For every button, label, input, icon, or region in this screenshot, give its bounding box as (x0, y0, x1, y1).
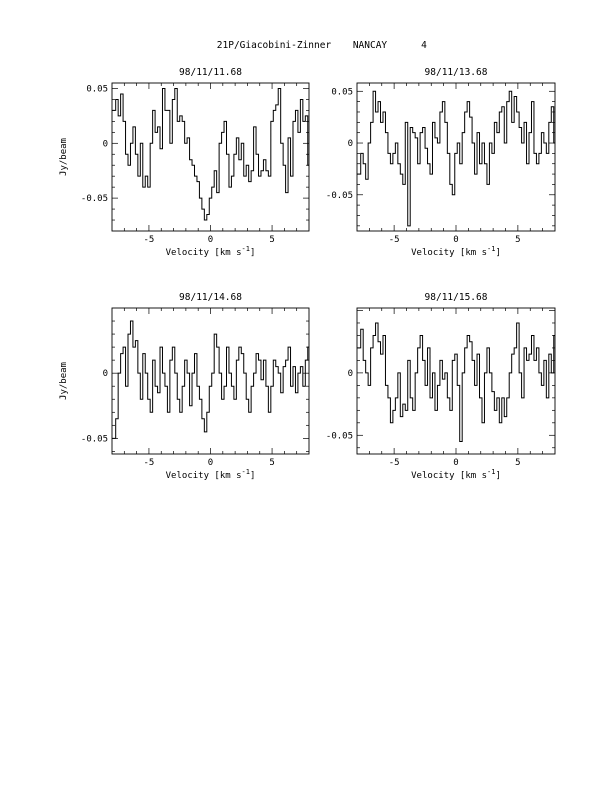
spectrum-panel-3: -5 0 5 0 -0.05 98/11/14.68 Velocity [km s-1] Jy… (59, 292, 310, 481)
x-axis-label: Velocity [km s-1] (411, 468, 501, 481)
spectrum-line (357, 322, 555, 443)
y-tick-label: -0.05 (326, 191, 353, 201)
x-axis-label: Velocity [km s-1] (411, 245, 501, 258)
y-tick-label: 0 (348, 369, 353, 379)
y-axis-label: Jy/beam (59, 362, 69, 400)
x-tick-label: -5 (144, 458, 155, 468)
x-axis-label: Velocity [km s-1] (166, 245, 256, 258)
spectrum-panel-1: -5 0 5 0.05 0 -0.05 98/11/11.68 Velocity [km s-… (59, 67, 310, 258)
spectrum-line (112, 87, 309, 221)
x-axis-label: Velocity [km s-1] (166, 468, 256, 481)
x-tick-label: -5 (389, 235, 400, 245)
x-tick-label: 5 (269, 235, 274, 245)
x-tick-label: 0 (208, 458, 213, 468)
figure-title-site: NANCAY (353, 40, 388, 51)
plot-frame (356, 307, 556, 455)
y-tick-label: 0.05 (86, 84, 108, 94)
panels-group: -5 0 5 0.05 0 -0.05 98/11/11.68 Velocity [km s-… (59, 67, 556, 481)
figure-title-object: 21P/Giacobini-Zinner (217, 40, 332, 51)
y-tick-label: 0 (103, 139, 108, 149)
y-tick-label: 0.05 (331, 87, 353, 97)
y-tick-label: 0 (348, 139, 353, 149)
plot-frame (356, 82, 556, 232)
panel-title: 98/11/15.68 (425, 292, 488, 303)
x-tick-label: 5 (269, 458, 274, 468)
x-tick-label: 0 (453, 458, 458, 468)
panel-title: 98/11/13.68 (425, 67, 488, 78)
plot-frame (111, 307, 310, 455)
y-tick-label: 0 (103, 369, 108, 379)
x-tick-label: 5 (515, 458, 520, 468)
x-tick-label: -5 (389, 458, 400, 468)
x-tick-label: -5 (144, 235, 155, 245)
x-tick-label: 0 (453, 235, 458, 245)
spectrum-panel-2: -5 0 5 0.05 0 -0.05 98/11/13.68 Velocity [km s-… (326, 67, 556, 258)
spectrum-line (112, 320, 309, 439)
x-tick-label: 5 (515, 235, 520, 245)
plot-frame (111, 82, 310, 232)
x-tick-label: 0 (208, 235, 213, 245)
figure-title-page: 4 (421, 40, 427, 51)
y-tick-label: -0.05 (81, 434, 108, 444)
panel-title: 98/11/11.68 (179, 67, 242, 78)
y-tick-label: -0.05 (81, 194, 108, 204)
y-axis-label: Jy/beam (59, 138, 69, 176)
spectrum-panel-4: -5 0 5 0 -0.05 98/11/15.68 Velocity [km s-1] (326, 292, 556, 481)
spectrum-line (357, 90, 555, 227)
panel-title: 98/11/14.68 (179, 292, 242, 303)
y-tick-label: -0.05 (326, 431, 353, 441)
